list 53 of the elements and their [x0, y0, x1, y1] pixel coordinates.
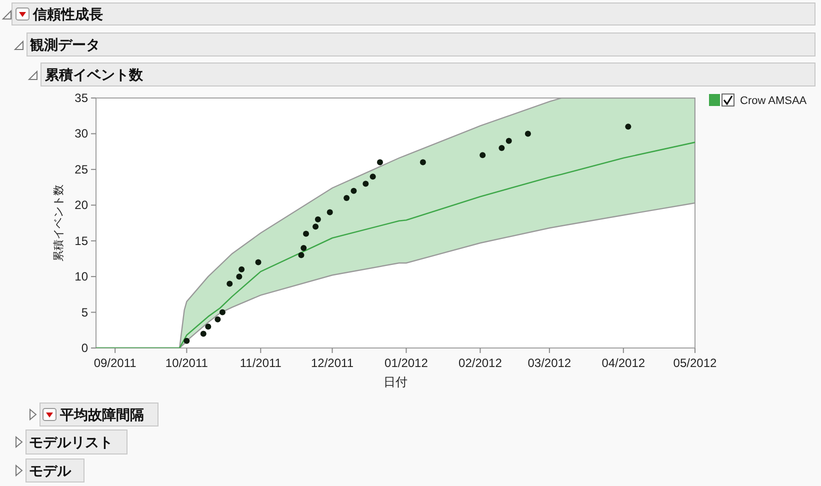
x-tick-label: 09/2011 [94, 356, 137, 370]
point [184, 338, 190, 344]
x-tick-label: 04/2012 [602, 356, 646, 370]
text: 信頼性成長 [32, 6, 103, 22]
y-tick-label: 20 [74, 198, 88, 212]
point [524, 130, 531, 137]
point [498, 145, 505, 151]
y-tick-label: 5 [81, 305, 88, 320]
point [625, 124, 632, 130]
point [300, 245, 307, 251]
point [236, 274, 242, 280]
point [370, 174, 376, 180]
chart-title: 累積イベント数 [44, 66, 144, 82]
x-tick-label: 03/2012 [528, 356, 572, 370]
y-tick-label: 0 [81, 341, 88, 355]
point [214, 316, 221, 322]
y-tick-label: 35 [74, 91, 88, 105]
point [344, 195, 350, 201]
text: モデルリスト [29, 434, 113, 450]
point [200, 330, 206, 337]
y-tick-label: 30 [74, 126, 88, 141]
text: Crow AMSAA [740, 95, 808, 107]
point [255, 259, 262, 266]
point [312, 224, 319, 230]
point [238, 266, 245, 272]
point [205, 324, 212, 330]
y-tick-label: 25 [74, 162, 88, 176]
text: 平均故障間隔 [59, 406, 144, 422]
y-tick-label: 15 [74, 234, 88, 248]
point [420, 159, 426, 166]
x-tick-label: 12/2011 [311, 356, 354, 370]
x-tick-label: 05/2012 [673, 356, 718, 370]
point [303, 230, 310, 237]
point [480, 152, 486, 158]
x-tick-label: 10/2011 [165, 356, 208, 370]
y-axis-title: 累積イベント数 [53, 184, 65, 262]
x-tick-label: 01/2012 [384, 356, 428, 370]
y-tick-label: 10 [74, 270, 88, 284]
point [362, 180, 369, 187]
x-tick-label: 02/2012 [458, 356, 502, 370]
line-series [96, 142, 695, 348]
point [326, 209, 333, 216]
point [226, 280, 233, 287]
x-tick-label: 11/2011 [240, 356, 282, 370]
point [298, 252, 304, 258]
point [376, 159, 383, 166]
text: モデル [29, 462, 72, 478]
x-axis-title: 日付 [384, 375, 408, 389]
point [314, 216, 321, 222]
point [350, 188, 357, 194]
text: 観測データ [29, 36, 100, 52]
point [219, 309, 226, 316]
point [506, 138, 512, 144]
